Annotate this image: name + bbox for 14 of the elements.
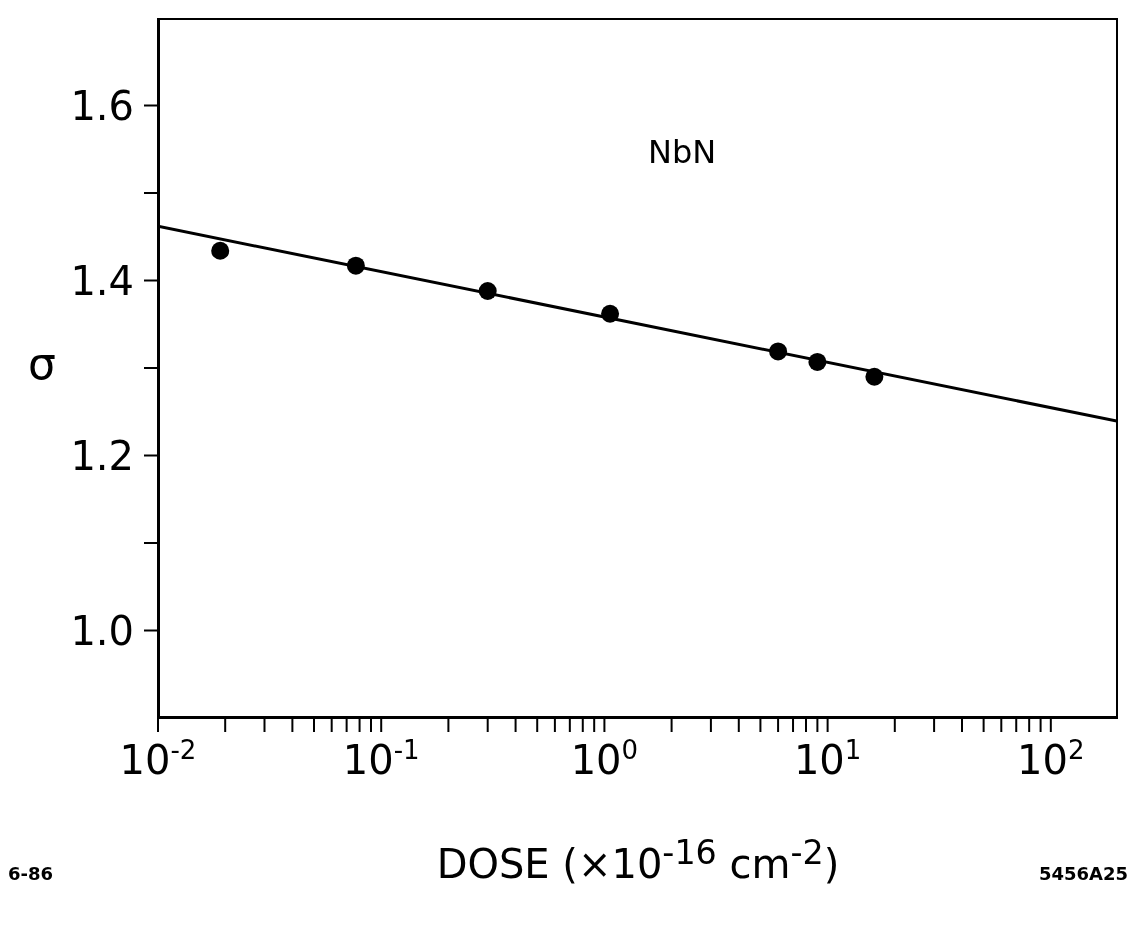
x-tick-label: 10$^{0}$ (570, 735, 639, 783)
y-tick-label: 1.0 (70, 607, 134, 654)
x-tick-label: 10$^{2}$ (1017, 735, 1085, 783)
text: 5456A25 (1038, 863, 1128, 884)
y-tick-label: 1.2 (70, 432, 134, 479)
annotation: NbN (648, 133, 717, 171)
text: 6-86 (8, 863, 54, 884)
y-tick-label: 1.6 (70, 82, 134, 129)
y-axis-title: σ (28, 338, 56, 389)
x-tick-label: 10$^{-1}$ (342, 735, 420, 783)
y-tick-label: 1.4 (70, 257, 134, 304)
x-axis-title: DOSE (×10$^{-16}$ cm$^{-2}$) (436, 833, 840, 888)
x-tick-label: 10$^{-2}$ (119, 735, 197, 783)
x-tick-label: 10$^{1}$ (793, 735, 862, 783)
